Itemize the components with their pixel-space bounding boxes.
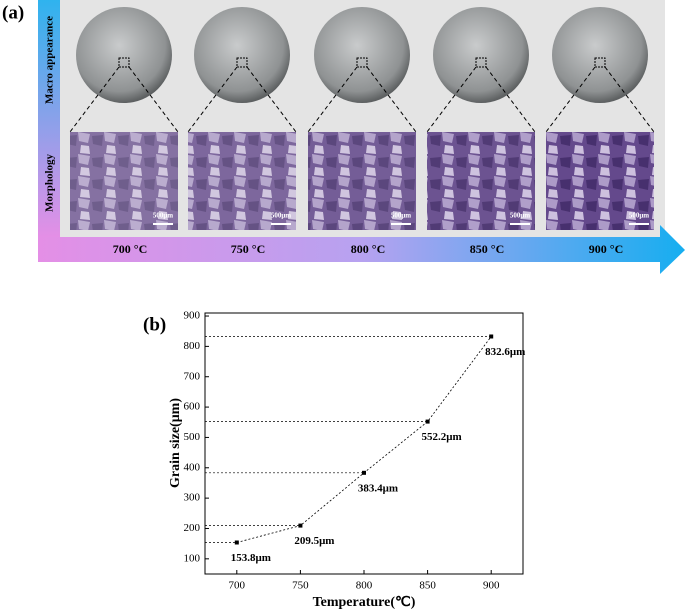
x-tick-label: 700 [229, 580, 246, 592]
temperature-label: 900 °C [589, 242, 623, 256]
data-point [234, 540, 239, 545]
x-tick-label: 800 [356, 580, 373, 592]
x-axis-label: Temperature(℃) [313, 595, 416, 610]
data-point [362, 470, 366, 475]
inset-box [118, 57, 130, 68]
plot-frame [204, 312, 524, 575]
x-tick-label: 850 [419, 580, 436, 592]
scale-bar [629, 223, 649, 225]
temperature-arrow [38, 225, 685, 274]
scale-bar-label: 500μm [391, 212, 411, 220]
scale-bar [271, 223, 291, 225]
row-label: Morphology [44, 153, 56, 212]
data-point [425, 419, 430, 424]
x-tick-label: 900 [483, 580, 500, 592]
temperature-label: 850 °C [470, 242, 504, 256]
temperature-label: 800 °C [351, 242, 385, 256]
micrograph [308, 132, 416, 230]
y-tick-label: 700 [184, 370, 201, 382]
scale-bar-label: 500μm [629, 212, 649, 220]
value-label: 153.8μm [231, 552, 271, 564]
micrograph [427, 132, 535, 230]
value-label: 832.6μm [485, 346, 525, 358]
inset-box [475, 57, 487, 68]
scale-bar-label: 500μm [153, 212, 173, 220]
macro-disc [314, 7, 410, 103]
inset-box [594, 57, 606, 68]
macro-disc [433, 7, 529, 103]
scale-bar-label: 500μm [510, 212, 530, 220]
x-tick-label: 750 [292, 580, 309, 592]
y-axis-label: Grain size(μm) [168, 398, 183, 488]
columns: 500μm 700 °C 500μm 750 °C 500μm 800 °C 500μm 85… [69, 7, 655, 256]
scale-bar [510, 223, 530, 225]
inset-box [236, 57, 248, 68]
y-tick-label: 100 [184, 552, 201, 564]
scale-bar [153, 223, 173, 225]
y-tick-label: 200 [184, 522, 201, 534]
scale-bar [391, 223, 411, 225]
data-point [298, 523, 303, 528]
panel-label: (a) [2, 2, 24, 23]
y-tick-label: 600 [184, 401, 201, 413]
plot: 100 200 300 400 500 600 700 800 900 700 750 800 850 9… [184, 310, 526, 592]
row-label: Macro appearance [44, 16, 56, 104]
macro-disc [552, 7, 648, 103]
panel-label: (b) [143, 314, 166, 335]
y-tick-label: 400 [184, 461, 201, 473]
temperature-label: 750 °C [231, 242, 265, 256]
y-tick-label: 500 [184, 431, 201, 443]
y-tick-label: 900 [184, 310, 201, 322]
value-label: 552.2μm [422, 431, 462, 443]
y-tick-label: 300 [184, 492, 201, 504]
value-label: 209.5μm [294, 535, 334, 547]
macro-disc [194, 7, 290, 103]
inset-box [356, 57, 368, 68]
value-label: 383.4μm [358, 482, 398, 494]
scale-bar-label: 500μm [271, 212, 291, 220]
y-tick-label: 800 [184, 340, 201, 352]
row-label-bar [38, 0, 60, 237]
micrograph [188, 132, 296, 230]
temperature-label: 700 °C [113, 242, 147, 256]
micrograph [70, 132, 178, 230]
macro-disc [76, 7, 172, 103]
data-point [489, 334, 494, 339]
micrograph [546, 132, 654, 230]
